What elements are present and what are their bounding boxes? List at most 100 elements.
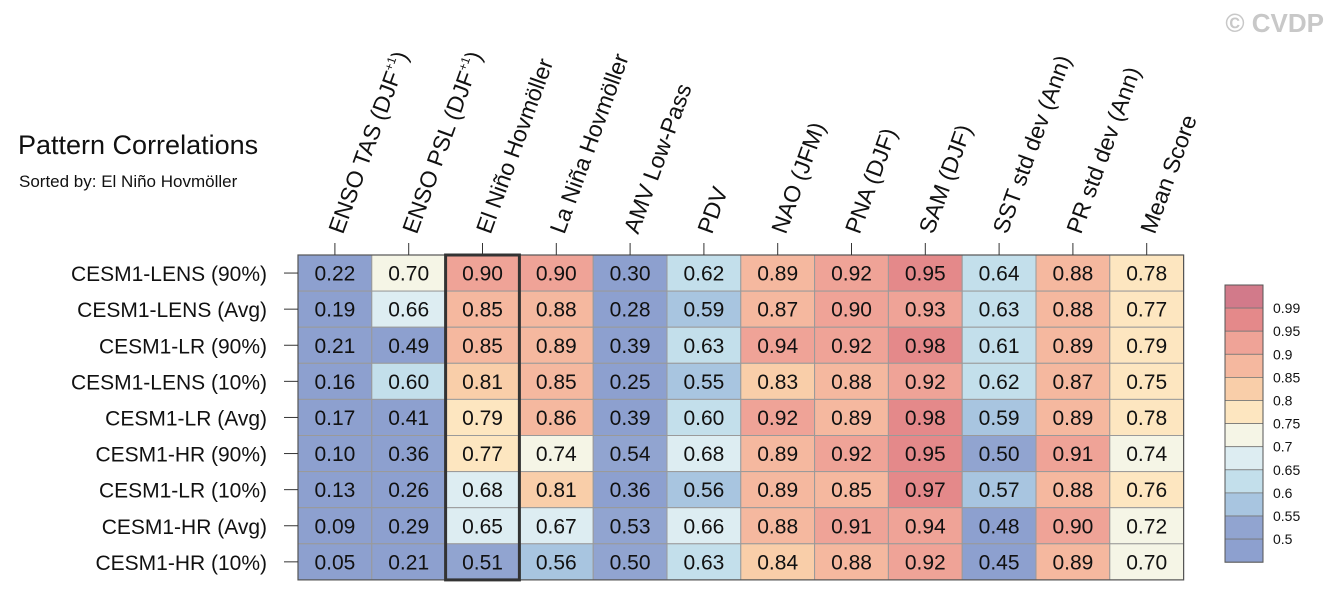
cell-value-label: 0.79 [462, 407, 503, 430]
cell-value-label: 0.78 [1126, 263, 1167, 286]
cell-value-label: 0.53 [610, 515, 651, 538]
colorbar-swatch [1224, 446, 1264, 471]
heatmap-cell [297, 254, 373, 292]
row-label: CESM1-HR (Avg) [102, 516, 267, 539]
cell-value-label: 0.88 [831, 551, 872, 574]
cell-value-label: 0.30 [610, 263, 651, 286]
heatmap-cell [1035, 362, 1111, 400]
column-label-group: PR std dev (Ann) [1061, 63, 1145, 236]
column-label-group: Mean Score [1135, 111, 1202, 236]
column-label: SAM (DJF) [914, 121, 977, 237]
heatmap-cell [518, 435, 594, 473]
heatmap-cell [740, 543, 816, 581]
row-label: CESM1-HR (90%) [95, 444, 267, 467]
column-label: SST std dev (Ann) [987, 52, 1076, 237]
column-label-text: El Niño Hovmöller [471, 55, 558, 237]
column-label: La Niña Hovmöller [545, 50, 634, 237]
colorbar-swatch [1224, 423, 1264, 448]
cell-value-label: 0.92 [831, 335, 872, 358]
cell-value-label: 0.89 [757, 479, 798, 502]
cell-value-label: 0.57 [979, 479, 1020, 502]
heatmap-cell [887, 543, 963, 581]
cell-value-label: 0.95 [905, 263, 946, 286]
cell-value-label: 0.81 [462, 371, 503, 394]
cell-value-label: 0.70 [1126, 551, 1167, 574]
cell-value-label: 0.56 [683, 479, 724, 502]
column-label-group: AMV Low-Pass [618, 80, 696, 237]
cell-value-label: 0.95 [905, 443, 946, 466]
cell-value-label: 0.66 [388, 299, 429, 322]
cell-value-label: 0.05 [314, 551, 355, 574]
heatmap-cell [445, 362, 520, 400]
cell-value-label: 0.85 [536, 371, 577, 394]
colorbar-swatch [1224, 469, 1264, 494]
heatmap-cell [592, 507, 668, 545]
heatmap-cell [666, 254, 742, 292]
heatmap-cell [1035, 290, 1111, 328]
colorbar-tick-label: 0.95 [1273, 323, 1300, 339]
cell-value-label: 0.76 [1126, 479, 1167, 502]
colorbar-swatch [1224, 492, 1264, 517]
colorbar-tick-label: 0.5 [1273, 531, 1293, 547]
cell-value-label: 0.89 [757, 443, 798, 466]
column-label-text: SAM (DJF) [914, 121, 977, 237]
heatmap-cell [518, 362, 594, 400]
cell-value-label: 0.93 [905, 299, 946, 322]
heatmap-cell [592, 326, 668, 364]
chart-subtitle: Sorted by: El Niño Hovmöller [19, 172, 238, 191]
chart-title: Pattern Correlations [18, 130, 258, 160]
cell-value-label: 0.85 [462, 335, 503, 358]
cell-value-label: 0.36 [610, 479, 651, 502]
cell-value-label: 0.90 [1052, 515, 1093, 538]
row-label: CESM1-HR (10%) [95, 552, 267, 575]
heatmap-cell [1035, 398, 1111, 436]
heatmap-cell [887, 290, 963, 328]
cell-value-label: 0.78 [1126, 407, 1167, 430]
cell-value-label: 0.22 [314, 263, 355, 286]
cell-value-label: 0.90 [536, 263, 577, 286]
cell-value-label: 0.72 [1126, 515, 1167, 538]
cell-value-label: 0.63 [979, 299, 1020, 322]
column-label-group: ENSO TAS (DJF+1) [323, 48, 413, 237]
column-label: ENSO TAS (DJF+1) [323, 48, 413, 237]
column-label: NAO (JFM) [766, 119, 830, 237]
heatmap-cells: 0.22 0.70 0.90 0.90 0.30 0.62 0.89 0.92 0.95 0.64… [297, 253, 1185, 582]
heatmap-cell [1109, 507, 1185, 545]
heatmap-cell [371, 471, 447, 509]
heatmap-cell [1109, 471, 1185, 509]
column-label-group: El Niño Hovmöller [471, 55, 558, 237]
cell-value-label: 0.90 [462, 263, 503, 286]
cell-value-label: 0.88 [831, 371, 872, 394]
heatmap-cell [666, 435, 742, 473]
column-label: PDV [692, 183, 733, 237]
cell-value-label: 0.89 [757, 263, 798, 286]
watermark: © CVDP [1225, 8, 1324, 38]
heatmap-cell [1109, 435, 1185, 473]
column-label: El Niño Hovmöller [471, 55, 558, 237]
colorbar-tick-label: 0.65 [1273, 462, 1300, 478]
heatmap-cell [961, 254, 1037, 292]
cell-value-label: 0.92 [757, 407, 798, 430]
cell-value-label: 0.39 [610, 407, 651, 430]
column-label-superscript: +1 [455, 55, 473, 73]
cell-value-label: 0.89 [1052, 335, 1093, 358]
cell-value-label: 0.77 [462, 443, 503, 466]
heatmap-cell [1109, 254, 1185, 292]
heatmap-cell [1109, 543, 1185, 581]
heatmap-cell [666, 543, 742, 581]
cell-value-label: 0.88 [757, 515, 798, 538]
colorbar-swatch [1224, 307, 1264, 332]
cell-value-label: 0.70 [388, 263, 429, 286]
heatmap-cell [1035, 471, 1111, 509]
cell-value-label: 0.55 [683, 371, 724, 394]
heatmap-cell [371, 398, 447, 436]
colorbar-tick-label: 0.75 [1273, 416, 1300, 432]
heatmap-cell [887, 471, 963, 509]
cell-value-label: 0.88 [1052, 299, 1093, 322]
cell-value-label: 0.36 [388, 443, 429, 466]
cell-value-label: 0.88 [536, 299, 577, 322]
cell-value-label: 0.21 [314, 335, 355, 358]
cell-value-label: 0.67 [536, 515, 577, 538]
colorbar-tick-label: 0.6 [1273, 485, 1293, 501]
cell-value-label: 0.25 [610, 371, 651, 394]
